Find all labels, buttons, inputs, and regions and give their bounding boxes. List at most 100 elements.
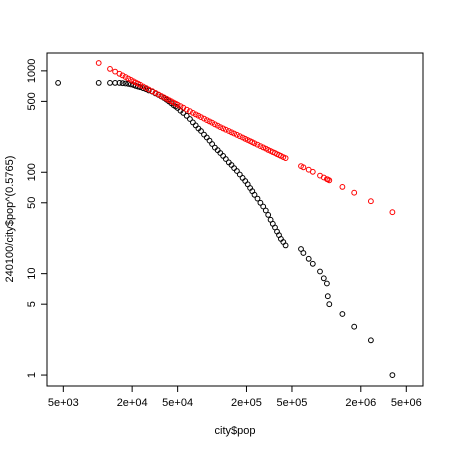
data-point bbox=[125, 80, 132, 87]
data-point bbox=[368, 198, 374, 205]
x-tick-label: 5e+03 bbox=[48, 397, 79, 409]
data-point bbox=[190, 110, 196, 116]
x-tick-label: 5e+04 bbox=[162, 397, 193, 409]
data-point bbox=[242, 178, 249, 184]
data-point bbox=[368, 337, 374, 344]
data-point bbox=[119, 80, 126, 87]
data-point bbox=[234, 131, 240, 138]
y-tick-label: 50 bbox=[26, 197, 38, 209]
y-axis: 1 5 10 50 100 500 1000 bbox=[26, 59, 47, 378]
data-point bbox=[254, 195, 261, 202]
series-red bbox=[95, 60, 396, 216]
data-point bbox=[324, 293, 331, 300]
y-tick-label: 100 bbox=[26, 163, 38, 181]
data-point bbox=[231, 165, 238, 172]
x-axis: 5e+03 2e+04 5e+04 2e+05 5e+05 2e+06 5e+06 bbox=[48, 386, 422, 409]
data-point bbox=[257, 143, 264, 150]
y-tick-label: 1 bbox=[26, 372, 38, 378]
series-black bbox=[55, 80, 396, 379]
data-point bbox=[339, 311, 346, 317]
y-tick-label: 1000 bbox=[26, 59, 38, 83]
data-point bbox=[212, 121, 218, 128]
data-point bbox=[183, 112, 190, 119]
data-point bbox=[324, 280, 330, 287]
data-point bbox=[107, 66, 113, 72]
data-point bbox=[192, 122, 199, 129]
y-tick-label: 10 bbox=[26, 268, 38, 280]
data-point bbox=[203, 117, 210, 123]
data-point bbox=[339, 184, 346, 190]
data-point bbox=[155, 91, 162, 98]
data-point bbox=[201, 131, 207, 138]
data-point bbox=[326, 301, 333, 308]
data-point bbox=[389, 372, 396, 379]
y-tick-label: 500 bbox=[26, 92, 38, 110]
data-point bbox=[257, 199, 264, 206]
data-point bbox=[309, 168, 316, 175]
data-point bbox=[95, 80, 102, 86]
data-point bbox=[137, 81, 144, 88]
data-point bbox=[112, 68, 118, 75]
data-point bbox=[183, 106, 190, 113]
data-point bbox=[203, 134, 210, 141]
data-point bbox=[192, 111, 199, 118]
y-tick-label: 5 bbox=[26, 301, 38, 307]
data-point bbox=[351, 189, 358, 196]
data-point bbox=[187, 108, 193, 115]
data-point bbox=[122, 80, 129, 87]
data-point bbox=[209, 119, 216, 126]
data-point bbox=[320, 275, 327, 282]
data-point bbox=[177, 103, 184, 110]
data-point bbox=[317, 268, 323, 275]
data-point bbox=[174, 101, 181, 108]
x-tick-label: 5e+05 bbox=[277, 397, 308, 409]
data-point bbox=[282, 242, 289, 249]
plot-frame bbox=[46, 52, 424, 387]
data-point bbox=[236, 133, 243, 140]
data-point bbox=[222, 126, 229, 133]
data-point bbox=[152, 90, 159, 96]
data-point bbox=[389, 209, 396, 216]
data-point bbox=[260, 203, 267, 210]
data-point bbox=[149, 88, 156, 95]
x-axis-title: city$pop bbox=[215, 425, 256, 437]
data-point bbox=[119, 72, 126, 79]
x-tick-label: 2e+04 bbox=[117, 397, 148, 409]
data-point bbox=[122, 74, 129, 80]
x-tick-label: 2e+06 bbox=[345, 397, 376, 409]
data-point bbox=[254, 141, 261, 148]
data-point bbox=[309, 260, 316, 267]
data-point bbox=[231, 130, 238, 137]
data-point bbox=[198, 114, 204, 120]
data-point bbox=[234, 168, 240, 174]
data-point bbox=[282, 155, 289, 162]
data-point bbox=[300, 250, 307, 256]
data-point bbox=[222, 156, 229, 162]
data-point bbox=[107, 80, 113, 86]
data-point bbox=[116, 70, 123, 77]
data-point bbox=[198, 128, 204, 134]
data-point bbox=[300, 164, 307, 171]
data-point bbox=[236, 171, 243, 178]
data-point bbox=[251, 140, 258, 147]
data-point bbox=[265, 212, 272, 218]
data-point bbox=[251, 191, 258, 198]
data-point bbox=[220, 125, 227, 132]
data-point bbox=[225, 128, 232, 134]
data-point bbox=[140, 85, 147, 92]
data-point bbox=[140, 83, 147, 90]
data-point bbox=[116, 80, 123, 86]
data-point bbox=[220, 153, 227, 159]
data-point bbox=[239, 175, 246, 181]
x-tick-label: 2e+05 bbox=[231, 397, 262, 409]
data-point bbox=[55, 80, 61, 86]
data-point bbox=[305, 255, 312, 262]
x-tick-label: 5e+06 bbox=[391, 397, 422, 409]
data-point bbox=[190, 119, 196, 126]
data-point bbox=[187, 116, 193, 122]
data-point bbox=[95, 60, 102, 66]
data-point bbox=[351, 323, 358, 330]
data-point bbox=[209, 141, 216, 147]
data-point bbox=[201, 115, 207, 122]
